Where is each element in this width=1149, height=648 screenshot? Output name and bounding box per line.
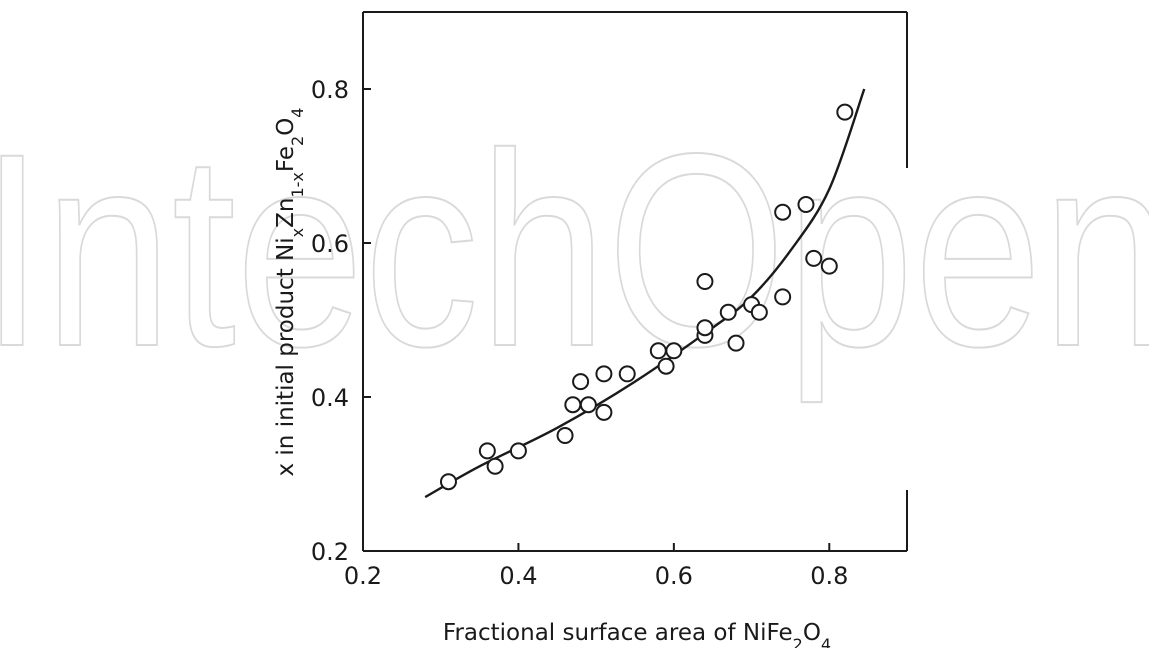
fit-curve-layer — [424, 88, 866, 499]
data-point — [509, 442, 527, 460]
data-point — [696, 319, 714, 337]
data-point — [595, 403, 613, 421]
x-tick-label: 0.6 — [655, 562, 693, 590]
plot-frame — [362, 11, 908, 552]
data-point — [805, 249, 823, 267]
data-points — [439, 103, 854, 491]
data-point — [618, 365, 636, 383]
y-axis-ticks: 0.2 0.4 0.6 0.8 — [311, 76, 371, 566]
data-point — [579, 396, 597, 414]
y-tick-label: 0.6 — [311, 230, 349, 258]
y-tick-label: 0.2 — [311, 538, 349, 566]
x-axis-ticks: 0.2 0.4 0.6 0.8 — [344, 543, 848, 590]
data-point — [797, 196, 815, 213]
data-point — [572, 373, 590, 391]
data-point — [657, 357, 675, 375]
data-point — [556, 427, 574, 444]
data-point — [439, 473, 457, 491]
data-point — [820, 257, 838, 275]
x-axis-title: Fractional surface area of NiFe2O4 — [443, 620, 831, 648]
x-tick-label: 0.4 — [499, 562, 537, 590]
fit-curve — [424, 88, 866, 499]
data-point — [719, 303, 737, 321]
y-tick-label: 0.8 — [311, 76, 349, 104]
y-tick-label: 0.4 — [311, 384, 349, 412]
watermark-text: IntechOpen — [0, 97, 1149, 405]
data-point — [750, 303, 768, 321]
data-point — [595, 365, 613, 383]
data-point — [774, 288, 792, 306]
data-point — [486, 457, 504, 475]
data-point — [774, 203, 792, 221]
data-point — [478, 442, 496, 460]
data-point — [836, 103, 854, 121]
y-axis-title: x in initial product NixZn1-xFe2O4 — [273, 108, 307, 477]
data-point — [649, 342, 667, 360]
x-tick-label: 0.2 — [344, 562, 382, 590]
data-point — [665, 342, 683, 360]
data-point — [564, 396, 582, 414]
data-point — [696, 273, 714, 290]
data-point — [727, 334, 745, 352]
x-tick-label: 0.8 — [810, 562, 848, 590]
